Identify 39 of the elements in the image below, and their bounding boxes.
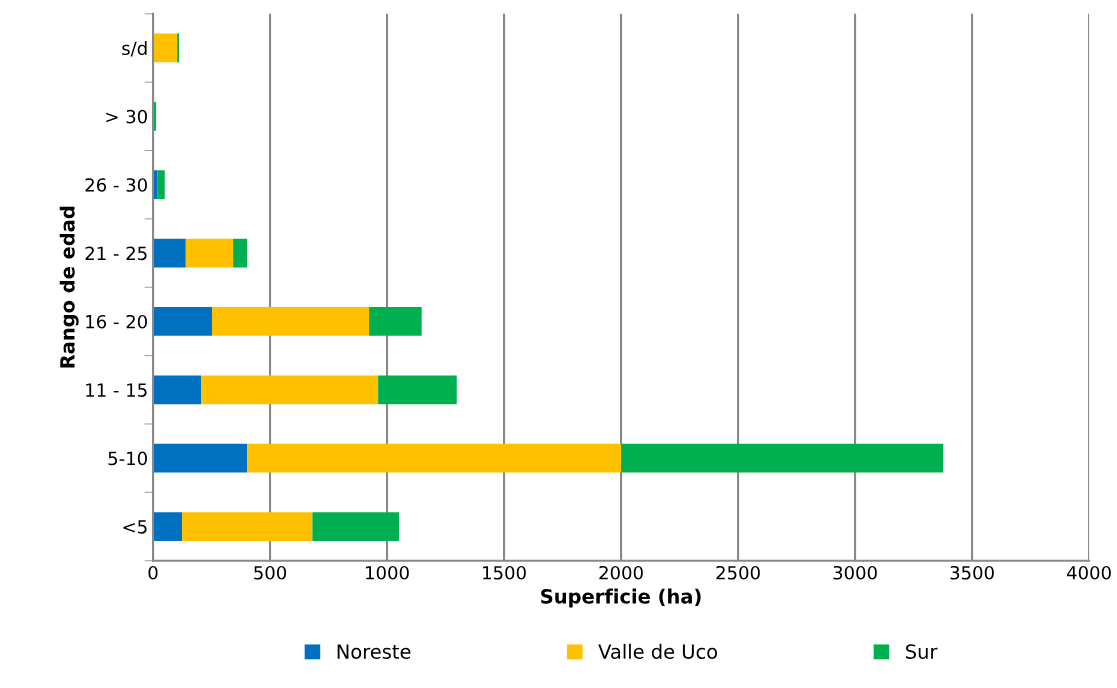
x-tick-label: 2000 <box>599 565 643 580</box>
y-tick-label: s/d <box>122 41 147 57</box>
bar <box>153 375 201 405</box>
y-tick-label: > 30 <box>106 109 147 124</box>
x-axis-title: Superficie (ha) <box>541 588 701 608</box>
x-tick-label: 1500 <box>483 565 526 580</box>
bar <box>621 443 944 473</box>
bar <box>247 443 622 473</box>
bar <box>153 33 178 63</box>
y-tick-label: <5 <box>123 520 147 534</box>
bar <box>153 307 212 336</box>
y-axis-title: Rango de edad <box>59 206 79 368</box>
legend-label: Sur <box>906 644 938 659</box>
y-tick-label: 5-10 <box>108 451 147 466</box>
bar <box>233 238 248 268</box>
y-tick-label: 11 - 15 <box>86 383 147 397</box>
y-tick-label: 26 - 30 <box>85 178 147 192</box>
x-tick-label: 1000 <box>366 565 409 580</box>
bar <box>201 375 379 405</box>
x-tick-label: 2500 <box>716 565 760 580</box>
bar <box>153 238 186 268</box>
bar <box>153 443 248 473</box>
bar <box>312 512 399 541</box>
legend-label: Noreste <box>337 644 411 659</box>
bar <box>182 512 313 541</box>
legend-label: Valle de Uco <box>598 643 718 659</box>
bar <box>369 307 422 336</box>
bar <box>185 238 234 268</box>
x-tick-label: 0 <box>148 565 158 580</box>
y-tick-label: 16 - 20 <box>86 314 147 329</box>
x-tick-label: 4000 <box>1066 565 1111 580</box>
x-tick-label: 3500 <box>950 565 994 580</box>
bar <box>378 375 457 405</box>
bar <box>157 170 165 200</box>
bar <box>212 307 370 336</box>
x-tick-label: 3000 <box>833 565 877 580</box>
y-tick-label: 21 - 25 <box>85 246 147 261</box>
x-tick-label: 500 <box>254 565 287 580</box>
bar <box>153 512 183 541</box>
